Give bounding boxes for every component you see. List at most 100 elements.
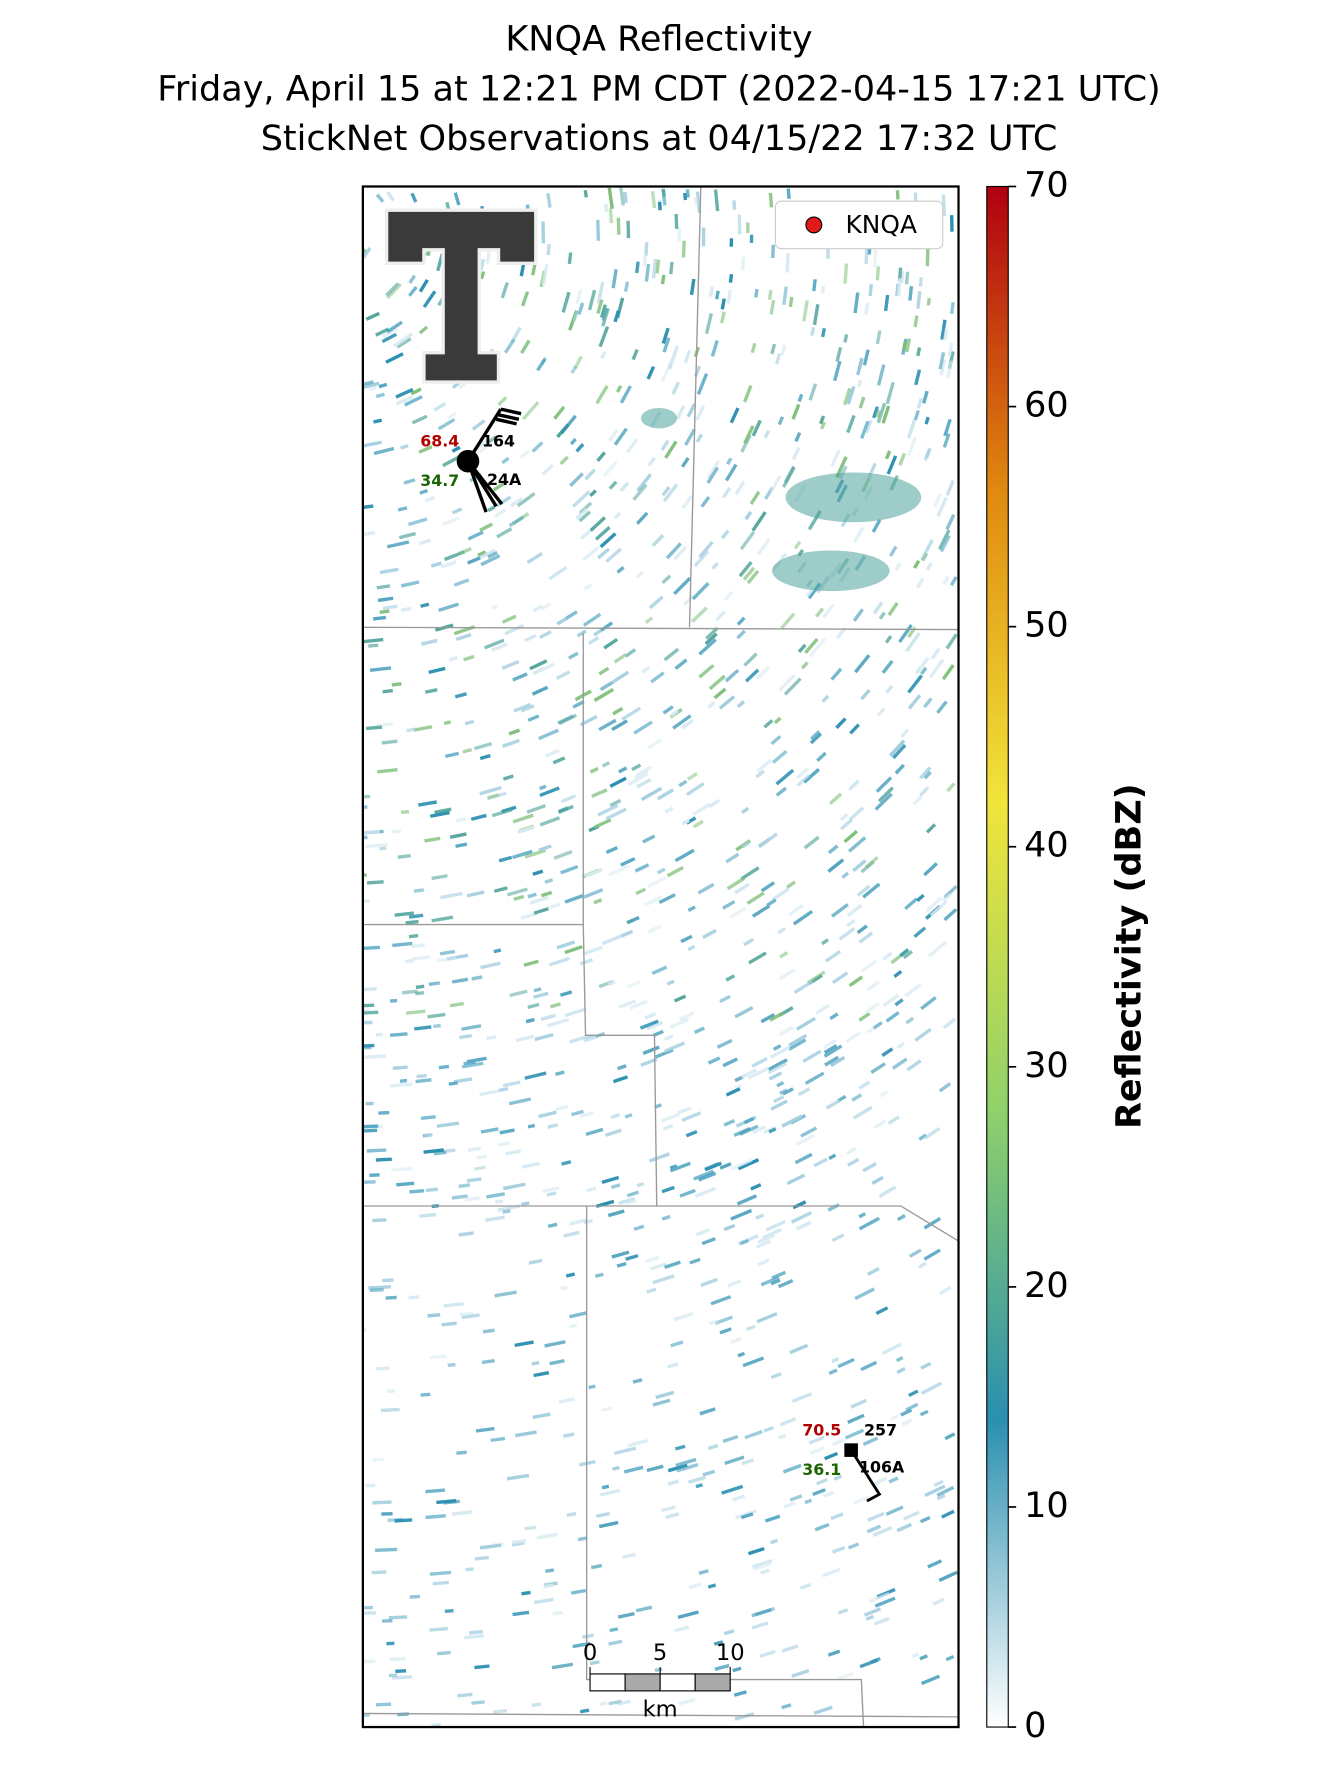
echo bbox=[685, 189, 690, 198]
echo bbox=[372, 615, 387, 621]
echo bbox=[570, 1588, 587, 1595]
echo bbox=[547, 1222, 558, 1228]
echo bbox=[567, 651, 579, 660]
echo bbox=[788, 1033, 808, 1047]
echo bbox=[755, 769, 766, 779]
echo bbox=[936, 1493, 946, 1501]
echo bbox=[526, 804, 546, 814]
echo bbox=[362, 637, 384, 644]
echo bbox=[839, 813, 849, 822]
echo bbox=[725, 852, 740, 864]
echo bbox=[458, 1183, 471, 1189]
echo bbox=[420, 602, 430, 608]
echo bbox=[736, 629, 746, 640]
echo bbox=[724, 1455, 745, 1466]
echo bbox=[854, 1287, 876, 1301]
echo bbox=[604, 1128, 622, 1137]
echo bbox=[781, 1644, 799, 1653]
scale-segment bbox=[624, 1673, 661, 1692]
echo bbox=[831, 1545, 846, 1554]
echo bbox=[590, 1563, 603, 1570]
echo bbox=[476, 1154, 487, 1160]
echo bbox=[725, 974, 736, 982]
echo bbox=[666, 979, 675, 986]
echo bbox=[742, 1356, 765, 1368]
echo bbox=[911, 1652, 920, 1659]
echo bbox=[425, 1488, 446, 1494]
echo bbox=[419, 488, 429, 495]
echo bbox=[501, 659, 520, 670]
echo bbox=[626, 980, 641, 989]
echo bbox=[916, 893, 925, 902]
echo bbox=[708, 674, 726, 691]
echo bbox=[780, 344, 787, 356]
echo bbox=[363, 1043, 375, 1048]
echo bbox=[418, 800, 438, 807]
echo bbox=[382, 604, 398, 611]
echo bbox=[862, 349, 870, 366]
echo bbox=[945, 633, 958, 650]
echo bbox=[599, 532, 617, 549]
echo bbox=[797, 643, 807, 653]
echo bbox=[726, 457, 733, 466]
echo bbox=[632, 483, 648, 501]
echo bbox=[713, 189, 720, 212]
echo bbox=[490, 642, 508, 652]
echo bbox=[743, 1116, 755, 1125]
echo bbox=[597, 547, 610, 560]
echo bbox=[661, 189, 666, 197]
echo bbox=[842, 387, 852, 406]
echo bbox=[778, 673, 796, 692]
echo bbox=[375, 193, 385, 203]
echo bbox=[449, 832, 467, 839]
echo bbox=[672, 714, 692, 730]
echo bbox=[666, 865, 685, 878]
echo bbox=[947, 342, 954, 357]
echo bbox=[362, 1010, 379, 1015]
echo bbox=[374, 1547, 398, 1553]
echo bbox=[822, 1490, 834, 1498]
echo bbox=[828, 792, 843, 805]
echo bbox=[474, 1555, 490, 1561]
echo bbox=[852, 1105, 873, 1120]
echo bbox=[860, 688, 871, 701]
boundaries bbox=[362, 186, 959, 1728]
colorbar-tick-label: 50 bbox=[1024, 605, 1069, 646]
echo bbox=[881, 405, 891, 424]
echo bbox=[721, 1484, 744, 1495]
echo bbox=[754, 288, 759, 298]
echo bbox=[735, 1509, 757, 1520]
echo bbox=[707, 1056, 721, 1065]
echo bbox=[663, 1034, 674, 1041]
echo bbox=[651, 534, 665, 547]
echo bbox=[866, 1267, 880, 1276]
echo bbox=[768, 1127, 777, 1134]
echo bbox=[740, 256, 746, 271]
echo bbox=[567, 252, 573, 265]
echo bbox=[532, 604, 543, 613]
echo bbox=[431, 874, 448, 881]
echo bbox=[394, 911, 415, 917]
echo bbox=[563, 1432, 575, 1438]
echo bbox=[707, 1583, 717, 1589]
echo bbox=[919, 786, 930, 797]
echo bbox=[924, 447, 932, 459]
echo bbox=[635, 570, 644, 579]
echo bbox=[872, 1021, 883, 1030]
echo bbox=[681, 1111, 702, 1122]
echo bbox=[466, 556, 481, 565]
echo bbox=[758, 837, 771, 848]
echo bbox=[678, 1698, 696, 1706]
echo bbox=[795, 1133, 816, 1147]
echo bbox=[533, 907, 549, 915]
echo bbox=[841, 871, 850, 879]
echo bbox=[498, 855, 513, 863]
echo bbox=[746, 222, 750, 233]
echo bbox=[725, 1087, 741, 1097]
echo bbox=[713, 687, 727, 700]
echo bbox=[777, 926, 787, 935]
echo bbox=[843, 334, 849, 343]
echo bbox=[702, 928, 717, 939]
echo bbox=[381, 332, 398, 344]
echo bbox=[895, 190, 900, 200]
